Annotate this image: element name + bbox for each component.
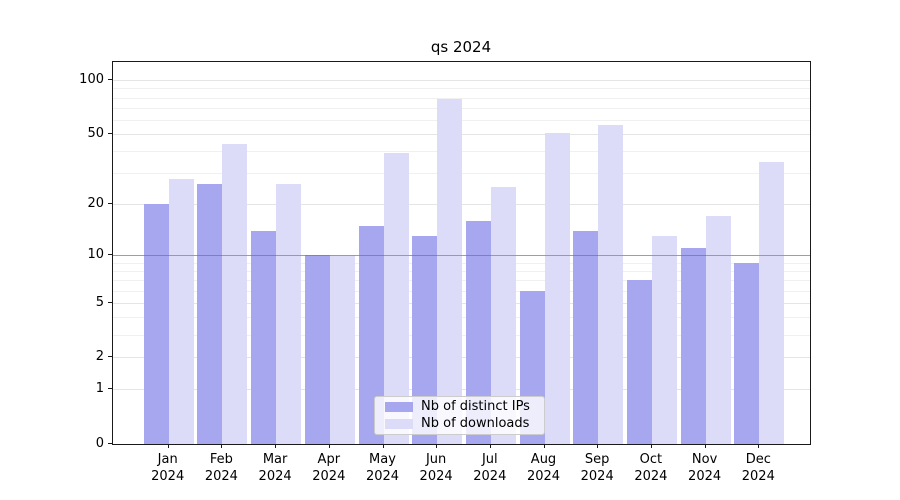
y-tick: [108, 254, 112, 255]
bar-downloads-aug: [544, 132, 570, 444]
legend-label-distinct-ips: Nb of distinct IPs: [421, 399, 530, 414]
bar-distinct-ips-apr: [304, 255, 330, 444]
x-tick-label: Oct 2024: [634, 452, 668, 484]
bar-distinct-ips-nov: [680, 248, 706, 444]
bar-downloads-may: [383, 153, 409, 444]
x-tick: [167, 444, 169, 448]
x-tick-label: Dec 2024: [741, 452, 775, 484]
y-tick-label: 20: [87, 196, 104, 211]
y-tick: [108, 133, 112, 135]
y-tick: [108, 443, 112, 444]
y-tick: [108, 301, 112, 303]
bar-distinct-ips-feb: [197, 184, 223, 444]
bar-distinct-ips-sep: [573, 230, 599, 444]
x-tick: [382, 444, 384, 448]
x-tick-label: Sep 2024: [580, 452, 614, 484]
y-tick-label: 100: [79, 72, 104, 88]
y-tick: [108, 79, 112, 81]
y-tick: [108, 203, 112, 204]
y-tick-label: 5: [95, 294, 104, 310]
bar-downloads-jan: [168, 178, 194, 444]
x-tick: [221, 444, 223, 448]
y-tick-label: 10: [87, 247, 104, 262]
y-tick-label: 2: [95, 349, 104, 365]
bar-downloads-jun: [437, 98, 463, 444]
y-tick: [108, 388, 112, 390]
bar-downloads-sep: [598, 125, 624, 444]
x-tick-label: Apr 2024: [312, 452, 346, 484]
plot-area: Nb of distinct IPs Nb of downloads: [112, 61, 811, 445]
x-tick-label: Jul 2024: [473, 452, 507, 484]
x-tick: [597, 444, 599, 448]
legend-item-downloads: Nb of downloads: [385, 417, 544, 431]
y-tick-label: 0: [95, 436, 104, 451]
emphasized-gridline-10: [113, 255, 810, 256]
x-tick: [758, 444, 760, 448]
minor-gridline: [113, 97, 810, 99]
x-tick-label: Jun 2024: [419, 452, 453, 484]
legend-swatch-distinct-ips-icon: [385, 402, 413, 412]
bar-downloads-feb: [222, 143, 248, 444]
x-tick: [543, 444, 545, 448]
legend-swatch-downloads-icon: [385, 419, 413, 429]
x-tick-label: Aug 2024: [526, 452, 561, 484]
x-tick: [489, 444, 491, 448]
x-tick: [328, 444, 330, 448]
x-tick-label: Jan 2024: [151, 452, 185, 484]
x-tick: [704, 444, 706, 448]
x-tick-label: May 2024: [365, 452, 400, 484]
bar-distinct-ips-mar: [251, 230, 277, 444]
y-tick: [108, 356, 112, 358]
x-tick-label: Nov 2024: [688, 452, 722, 484]
bar-downloads-mar: [276, 184, 302, 444]
y-tick-label: 1: [95, 381, 104, 397]
minor-gridline: [113, 88, 810, 90]
major-gridline: [113, 80, 810, 82]
x-tick: [650, 444, 652, 448]
x-tick-label: Mar 2024: [258, 452, 292, 484]
bar-distinct-ips-dec: [734, 262, 760, 444]
legend-item-distinct-ips: Nb of distinct IPs: [385, 400, 544, 414]
x-tick-label: Feb 2024: [204, 452, 238, 484]
bar-downloads-oct: [651, 236, 677, 444]
y-tick-label: 50: [87, 126, 104, 142]
legend: Nb of distinct IPs Nb of downloads: [374, 396, 545, 435]
chart-title: qs 2024: [430, 38, 492, 56]
legend-label-downloads: Nb of downloads: [421, 416, 530, 431]
bar-distinct-ips-oct: [626, 280, 652, 444]
bar-downloads-dec: [759, 161, 785, 444]
bar-downloads-nov: [705, 216, 731, 444]
x-tick: [275, 444, 277, 448]
bar-downloads-apr: [329, 255, 355, 444]
x-tick: [436, 444, 438, 448]
bar-distinct-ips-jan: [143, 204, 169, 444]
